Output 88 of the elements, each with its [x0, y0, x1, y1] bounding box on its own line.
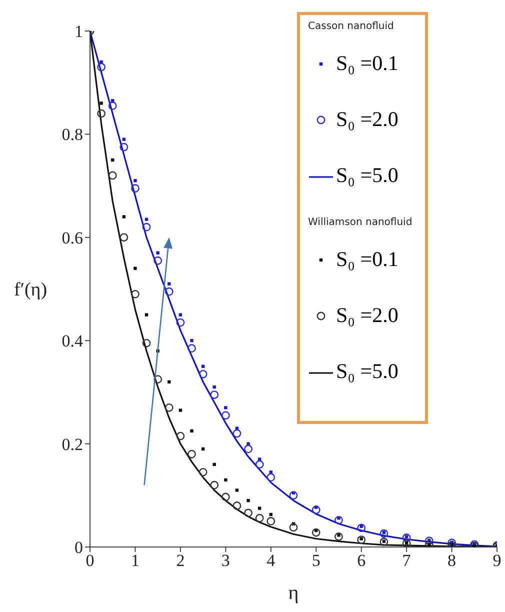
point: [134, 266, 137, 270]
point: [154, 256, 162, 265]
y-tick-label: 0.6: [62, 228, 83, 248]
y-tick-label: 0.2: [62, 434, 83, 454]
point: [221, 411, 230, 420]
point: [255, 460, 264, 469]
point: [144, 313, 148, 316]
point: [424, 540, 434, 547]
point: [380, 529, 388, 538]
point: [232, 429, 242, 438]
x-tick-label: 3: [221, 551, 230, 570]
point: [235, 488, 239, 492]
point: [255, 514, 264, 522]
point: [224, 478, 228, 482]
point: [122, 215, 126, 218]
point: [289, 523, 298, 532]
point: [142, 222, 151, 232]
point: [424, 536, 434, 546]
point: [190, 429, 194, 432]
point: [246, 498, 250, 502]
x-tick-label: 5: [312, 551, 320, 570]
point: [210, 480, 219, 490]
point: [120, 142, 128, 152]
point: [108, 102, 117, 110]
point: [144, 218, 148, 221]
point: [224, 406, 228, 410]
point: [176, 432, 185, 440]
point: [142, 338, 151, 348]
point: [154, 375, 162, 384]
legend-label: S₀ =0.1: [336, 246, 398, 272]
point: [289, 491, 298, 500]
point: [134, 179, 137, 182]
legend-label: S₀ =0.1: [336, 50, 398, 76]
point: [312, 528, 320, 537]
point: [357, 524, 366, 532]
point: [402, 534, 411, 542]
legend-label: S₀ =2.0: [336, 106, 398, 132]
point: [176, 318, 185, 327]
x-tick-label: 1: [130, 551, 140, 570]
legend-label: S₀ =5.0: [336, 358, 398, 384]
point: [380, 538, 388, 546]
point: [178, 408, 182, 412]
y-tick-label: 1: [74, 22, 83, 42]
point: [198, 468, 208, 476]
x-tick-label: 4: [266, 551, 276, 570]
point: [266, 473, 276, 482]
point: [190, 339, 194, 342]
point: [232, 502, 242, 510]
y-tick-label: 0.4: [62, 332, 84, 351]
point: [258, 506, 262, 510]
point: [164, 287, 174, 296]
legend-label: S₀ =5.0: [336, 162, 398, 188]
point: [168, 282, 171, 286]
x-tick-label: 6: [357, 551, 366, 570]
point: [100, 102, 103, 105]
point: [244, 508, 252, 518]
point: [131, 290, 140, 298]
annotation: Casson nanofluid: [308, 21, 395, 34]
point: [244, 444, 252, 454]
point: [188, 344, 196, 353]
point: [334, 532, 343, 541]
point: [357, 536, 366, 544]
annotation: Williamson nanofluid: [308, 217, 414, 230]
x-tick-label: 8: [448, 551, 456, 570]
point: [156, 251, 160, 254]
point: [188, 450, 196, 458]
point: [221, 492, 230, 502]
y-axis-title: f′(η): [14, 280, 48, 301]
point: [178, 313, 182, 316]
x-tick-label: 9: [492, 551, 502, 570]
x-tick-label: 7: [402, 551, 412, 570]
point: [198, 370, 208, 378]
point: [97, 109, 106, 118]
point: [164, 403, 174, 412]
y-tick-label: 0.8: [62, 125, 83, 144]
point: [402, 539, 411, 547]
x-axis-title: η: [288, 582, 299, 604]
point: [210, 390, 219, 399]
y-tick-label: 0: [74, 538, 83, 558]
legend-label: S₀ =2.0: [336, 302, 398, 328]
point: [97, 62, 106, 72]
point: [108, 171, 117, 180]
point: [131, 184, 140, 193]
point: [312, 506, 320, 514]
point: [334, 516, 343, 524]
point: [266, 517, 276, 526]
x-tick-label: 2: [176, 551, 185, 570]
point: [120, 233, 128, 242]
